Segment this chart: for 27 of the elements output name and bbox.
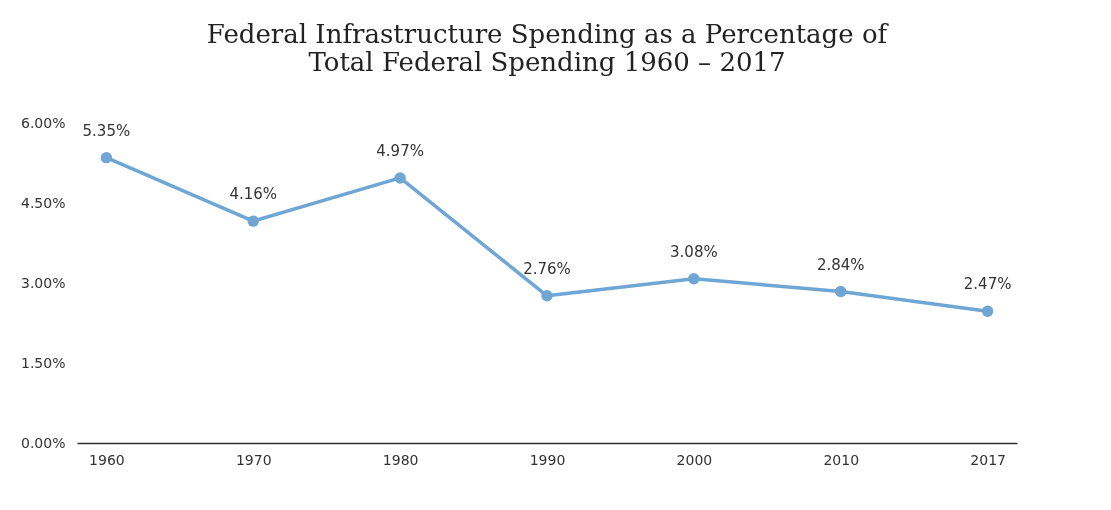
data-label: 2.47% — [963, 275, 1012, 294]
y-tick-label: 1.50% — [21, 354, 66, 371]
data-label: 4.97% — [376, 141, 424, 160]
data-label: 2.84% — [816, 255, 865, 274]
x-tick-label: 1970 — [235, 451, 272, 468]
y-tick-label: 3.00% — [21, 274, 66, 291]
chart-title: Federal Infrastructure Spending as a Percentage of Total Federal Spending 1960 – 2017 — [206, 19, 890, 77]
y-tick-label: 6.00% — [21, 114, 66, 131]
data-label: 3.08% — [670, 242, 718, 261]
x-tick-label: 1960 — [89, 451, 125, 468]
data-label: 2.76% — [523, 259, 571, 278]
data-label: 5.35% — [82, 121, 131, 140]
data-label: 4.16% — [229, 185, 278, 204]
point — [541, 290, 553, 302]
point — [981, 305, 994, 317]
x-tick-label: 2017 — [970, 451, 1006, 468]
x-tick-label: 2010 — [823, 451, 860, 468]
point — [688, 273, 700, 285]
point — [100, 151, 113, 164]
x-tick-label: 1980 — [382, 451, 419, 468]
point — [247, 215, 259, 227]
point — [835, 285, 847, 298]
point — [394, 172, 406, 184]
y-tick-label: 0.00% — [21, 434, 66, 451]
x-tick-label: 2000 — [676, 451, 713, 468]
x-tick-label: 1990 — [529, 451, 566, 468]
y-tick-label: 4.50% — [21, 194, 66, 211]
